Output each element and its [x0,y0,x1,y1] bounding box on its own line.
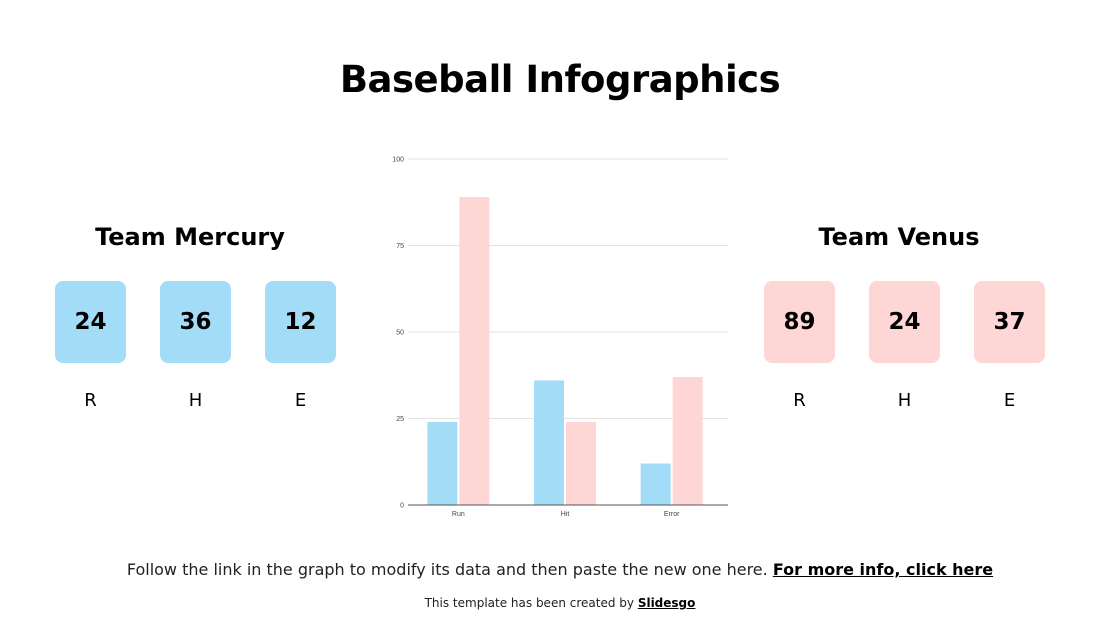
bar-run-venus[interactable] [459,197,490,505]
team-mercury-title: Team Mercury [95,223,285,251]
credit-text: This template has been created by Slides… [0,596,1120,610]
y-tick-label: 0 [400,503,404,510]
mercury-runs-label: R [84,390,97,411]
bar-chart[interactable]: 0 25 50 75 100 Run Hit Error [380,140,740,530]
mercury-runs-box: 24 [55,281,126,363]
mercury-hits-box: 36 [160,281,231,363]
credit-body: This template has been created by [424,596,634,610]
mercury-errors-box: 12 [265,281,336,363]
venus-hits-label: H [897,390,912,411]
instructions-body: Follow the link in the graph to modify i… [126,560,768,579]
y-tick-label: 50 [396,330,404,337]
x-tick-label: Hit [561,511,570,518]
venus-hits-box: 24 [869,281,940,363]
bar-error-mercury[interactable] [640,463,671,505]
venus-runs-box: 89 [764,281,835,363]
more-info-link[interactable]: For more info, click here [772,560,994,579]
bar-error-venus[interactable] [672,376,703,505]
x-tick-label: Run [452,511,465,518]
venus-errors-box: 37 [974,281,1045,363]
y-tick-label: 100 [392,157,404,164]
bar-hit-mercury[interactable] [534,380,564,505]
page-title: Baseball Infographics [339,58,781,101]
bar-run-mercury[interactable] [427,421,458,505]
bar-hit-venus[interactable] [566,421,596,505]
venus-errors-label: E [1003,390,1016,411]
slidesgo-link[interactable]: Slidesgo [637,596,696,610]
instructions-text: Follow the link in the graph to modify i… [0,560,1120,579]
mercury-errors-label: E [294,390,307,411]
venus-runs-label: R [793,390,806,411]
mercury-hits-label: H [188,390,203,411]
y-tick-label: 25 [396,416,404,423]
y-tick-label: 75 [396,243,404,250]
x-tick-label: Error [664,511,680,518]
team-venus-title: Team Venus [818,223,980,251]
